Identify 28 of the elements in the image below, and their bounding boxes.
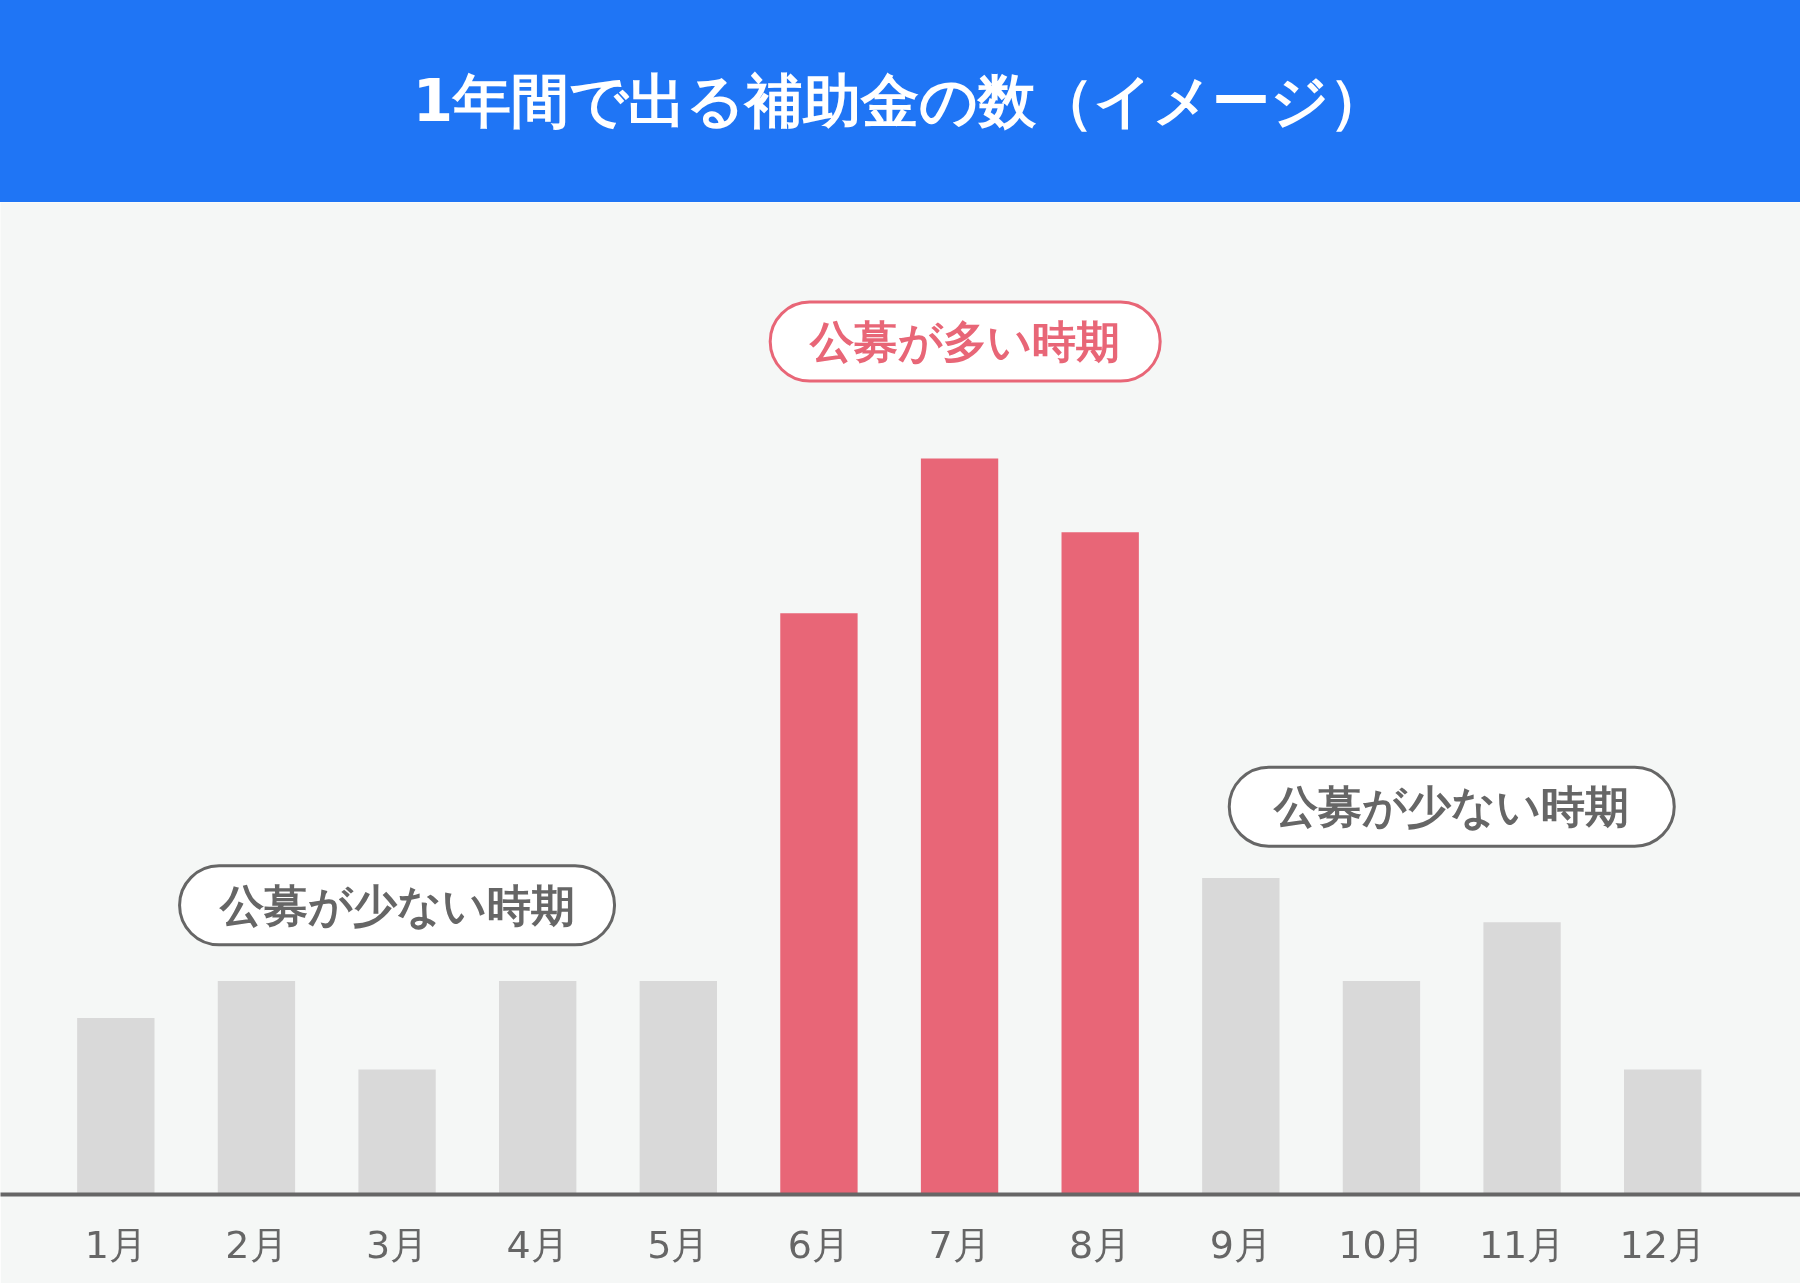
x-tick-label: 6月 — [787, 1222, 851, 1267]
x-tick-label: 3月 — [365, 1222, 429, 1267]
x-tick-label: 11月 — [1478, 1222, 1566, 1267]
x-tick-label: 12月 — [1619, 1222, 1706, 1267]
bar — [1624, 1069, 1702, 1195]
x-tick-label: 1月 — [84, 1222, 147, 1267]
chart-title: 1年間で出る補助金の数（イメージ） — [412, 65, 1388, 137]
bar — [780, 613, 858, 1195]
bar — [1483, 922, 1561, 1195]
bar — [1061, 532, 1139, 1195]
x-tick-label: 8月 — [1069, 1222, 1132, 1267]
bar — [217, 981, 296, 1195]
x-tick-label: 5月 — [647, 1222, 710, 1267]
x-tick-label: 10月 — [1338, 1222, 1425, 1267]
bar — [499, 981, 577, 1195]
bar — [639, 981, 717, 1195]
x-tick-label: 7月 — [928, 1222, 991, 1267]
bar — [1342, 981, 1421, 1195]
bar — [358, 1069, 436, 1195]
bar — [920, 458, 999, 1195]
annotation: 公募が少ない時期 — [218, 879, 575, 931]
x-tick-label: 4月 — [506, 1222, 569, 1267]
bar — [1202, 878, 1280, 1195]
text: 公募が多い時期 — [809, 316, 1121, 368]
annotation: 公募が少ない時期 — [1273, 781, 1630, 833]
x-tick-label: 9月 — [1209, 1222, 1272, 1267]
bar — [77, 1017, 155, 1195]
x-tick-label: 2月 — [225, 1222, 288, 1267]
